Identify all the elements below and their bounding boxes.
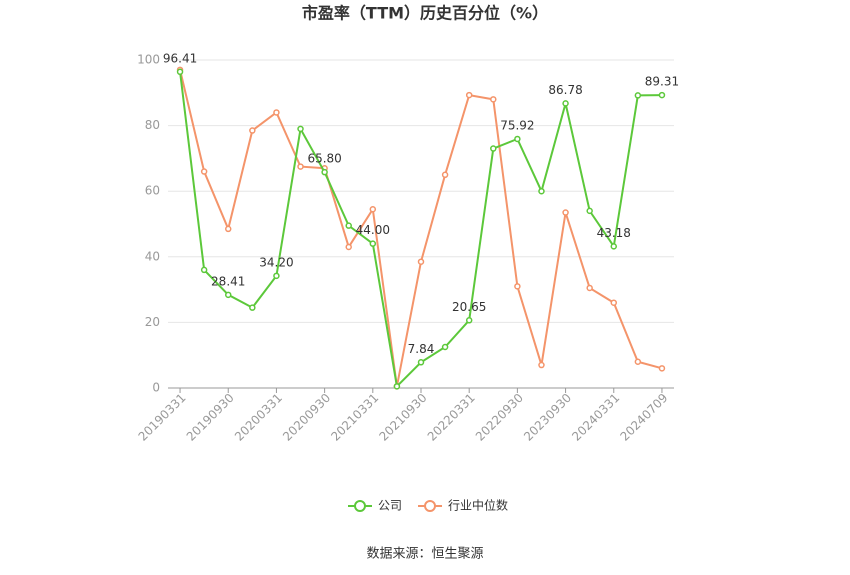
data-label: 89.31 <box>645 75 679 89</box>
point <box>562 100 569 107</box>
x-tick-label: 20190930 <box>184 391 237 444</box>
point <box>417 258 425 265</box>
point <box>634 92 642 99</box>
data-label: 44.00 <box>356 223 390 237</box>
point <box>369 240 377 247</box>
point <box>273 272 280 280</box>
data-label: 96.41 <box>163 51 197 65</box>
x-tick-label: 20220331 <box>425 391 478 444</box>
data-label: 7.84 <box>408 342 435 356</box>
point <box>200 266 208 274</box>
point <box>393 383 401 390</box>
point <box>176 68 184 76</box>
point <box>297 163 304 170</box>
data-label: 43.18 <box>597 226 631 240</box>
point <box>586 207 593 215</box>
legend-label: 行业中位数 <box>448 498 508 513</box>
x-tick-label: 20210930 <box>377 391 430 444</box>
point <box>273 109 280 116</box>
x-tick-label: 20210331 <box>328 391 381 444</box>
y-tick-label: 40 <box>145 249 160 263</box>
x-tick-label: 20190331 <box>136 391 189 444</box>
point <box>465 91 473 99</box>
y-tick-label: 80 <box>145 118 160 132</box>
point <box>224 225 232 233</box>
y-tick-label: 60 <box>145 184 160 198</box>
point <box>562 209 569 216</box>
legend-marker <box>424 500 437 512</box>
point <box>538 187 545 195</box>
point <box>369 205 377 213</box>
data-label: 20.65 <box>452 300 486 314</box>
y-tick-label: 20 <box>145 315 160 329</box>
series-line <box>179 71 662 389</box>
point <box>417 359 425 366</box>
point <box>321 168 328 176</box>
point <box>465 317 473 324</box>
x-tick-label: 20200331 <box>232 391 285 444</box>
chart-title: 市盈率（TTM）历史百分位（%） <box>302 4 548 23</box>
point <box>658 91 666 99</box>
point <box>514 283 521 290</box>
point <box>538 361 545 369</box>
point <box>634 358 642 366</box>
series-line <box>179 69 663 387</box>
point <box>249 304 256 311</box>
point <box>586 284 593 292</box>
point <box>490 96 497 103</box>
point <box>610 243 618 250</box>
point <box>441 343 449 351</box>
point <box>345 222 352 229</box>
point <box>441 171 449 179</box>
x-tick-label: 20240709 <box>617 391 670 444</box>
data-label: 86.78 <box>548 83 582 97</box>
point <box>514 135 521 143</box>
point <box>345 243 352 251</box>
y-tick-label: 0 <box>152 381 160 395</box>
legend-marker <box>354 500 366 512</box>
point <box>610 299 618 306</box>
data-label: 65.80 <box>307 152 341 166</box>
data-label: 34.20 <box>259 255 293 269</box>
data-label: 75.92 <box>500 118 534 132</box>
point <box>297 125 304 133</box>
point <box>224 291 232 299</box>
point <box>200 168 208 175</box>
x-tick-label: 20240331 <box>569 391 622 444</box>
data-label: 28.41 <box>211 274 245 288</box>
point <box>249 127 256 134</box>
source: 数据来源：恒生聚源 <box>366 547 483 562</box>
y-tick-label: 100 <box>137 53 160 67</box>
x-tick-label: 20200930 <box>280 391 333 444</box>
point <box>490 145 497 152</box>
point <box>658 365 666 372</box>
legend-label: 公司 <box>378 499 402 513</box>
x-tick-label: 20220930 <box>473 391 526 444</box>
x-tick-label: 20230930 <box>521 391 574 444</box>
